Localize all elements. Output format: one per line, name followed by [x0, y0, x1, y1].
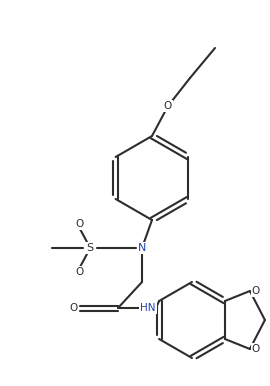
Text: S: S: [86, 243, 94, 253]
Text: HN: HN: [140, 303, 156, 313]
Text: O: O: [252, 286, 260, 296]
Text: O: O: [76, 267, 84, 277]
Text: O: O: [164, 101, 172, 111]
Text: N: N: [138, 243, 146, 253]
Text: O: O: [70, 303, 78, 313]
Text: O: O: [252, 344, 260, 354]
Text: O: O: [76, 219, 84, 229]
